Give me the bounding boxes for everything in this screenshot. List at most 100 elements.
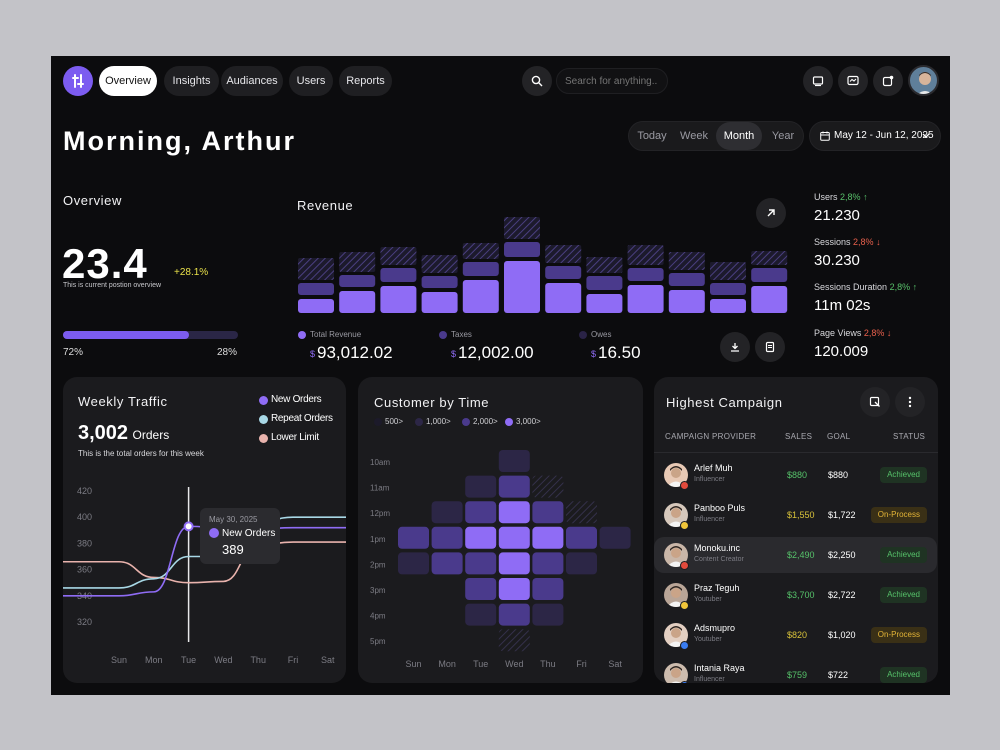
status-badge: On-Process (870, 627, 927, 643)
weekly-traffic-card: Weekly Traffic 3,002 Orders This is the … (63, 377, 346, 683)
y-tick-label: 2pm (370, 560, 386, 569)
campaign-row[interactable]: Adsmupro Youtuber $820 $1,020 On-Process (654, 617, 937, 653)
heatmap-cell (498, 475, 530, 498)
heatmap-cell (498, 526, 530, 549)
monitor-icon[interactable] (803, 66, 833, 96)
heatmap-cell (465, 552, 497, 575)
search-input[interactable] (556, 68, 668, 94)
provider-name: Intania Raya (694, 663, 745, 673)
provider-name: Panboo Puls (694, 503, 746, 513)
range-tab-today[interactable]: Today (637, 130, 667, 142)
status-badge: On-Process (870, 507, 927, 523)
tooltip-label: New Orders (222, 528, 276, 539)
stat-label-row: Page Views 2,8% ↓ (814, 328, 934, 338)
heatmap-cell (498, 450, 530, 472)
range-tab-month[interactable]: Month (716, 122, 762, 150)
user-avatar[interactable] (908, 65, 939, 96)
x-tick-label: Sun (111, 655, 127, 665)
customer-legend-item: 500> (374, 417, 422, 429)
tooltip-dot (209, 528, 219, 538)
weekly-caption: This is the total orders for this week (78, 449, 204, 458)
heatmap-cell (498, 552, 530, 575)
heatmap-cell (566, 501, 597, 524)
arrow-up-right-icon[interactable] (756, 198, 786, 228)
page-title: Morning, Arthur (63, 126, 296, 156)
app-logo[interactable] (63, 66, 93, 96)
campaign-goal: $880 (828, 470, 849, 480)
heatmap-cell (465, 475, 497, 498)
customer-heatmap: 10am 11am 12pm 1pm 2pm 3pm 4pm 5pm Sun Mon Tue Wed T… (370, 450, 631, 669)
stat-label: Users (814, 192, 838, 202)
heatmap-cell (498, 578, 530, 600)
range-tab-year[interactable]: Year (771, 130, 795, 142)
x-tick-label: Fri (576, 659, 587, 669)
date-range-picker[interactable]: May 12 - Jun 12, 2025 (809, 121, 941, 151)
stat-label: Page Views (814, 328, 862, 338)
calendar-icon (820, 131, 830, 141)
heatmap-cell (465, 578, 497, 600)
revenue-bar-owes (339, 252, 376, 272)
status-badge: Achieved (880, 547, 927, 563)
revenue-bar-total (668, 290, 705, 313)
campaign-row[interactable]: Arlef Muh Influencer $880 $880 Achieved (654, 457, 937, 493)
nav-tab-reports[interactable]: Reports (339, 66, 392, 96)
document-icon[interactable] (755, 332, 785, 362)
nav-tab-audiances[interactable]: Audiances (221, 66, 283, 96)
download-icon[interactable] (720, 332, 750, 362)
campaign-row[interactable]: Monoku.inc Content Creator $2,490 $2,250 Ach… (654, 537, 937, 573)
revenue-bar-taxes (668, 273, 705, 286)
campaign-sales: $1,550 (787, 510, 815, 520)
campaign-row[interactable]: Intania Raya Influencer $759 $722 Achieved (654, 657, 937, 683)
revenue-bar-taxes (421, 276, 458, 288)
stat-label-row: Users 2,8% ↑ (814, 192, 934, 202)
campaign-title: Highest Campaign (666, 395, 783, 410)
revenue-bar-owes (421, 255, 458, 273)
notification-icon[interactable] (873, 66, 903, 96)
revenue-bar-total (339, 291, 376, 313)
range-tab-week[interactable]: Week (680, 130, 708, 142)
legend-value: 93,012.02 (317, 343, 393, 362)
highest-campaign-card: Highest Campaign CAMPAIGN PROVIDER SALES… (654, 377, 938, 683)
stat-change: 2,8% (863, 328, 885, 338)
nav-tab-users[interactable]: Users (289, 66, 333, 96)
progress-right-label: 28% (217, 347, 238, 358)
header-sales: SALES (785, 432, 813, 441)
stat-arrow-icon: ↑ (912, 282, 918, 292)
legend-dot (415, 418, 423, 426)
search-icon[interactable] (522, 66, 552, 96)
messages-icon[interactable] (838, 66, 868, 96)
revenue-bar-owes (751, 251, 788, 265)
y-tick-label: 360 (77, 565, 92, 575)
campaign-row[interactable]: Panboo Puls Influencer $1,550 $1,722 On-Proc… (654, 497, 937, 533)
legend-dot (259, 396, 268, 405)
weekly-total-value: 3,002 (78, 422, 129, 444)
search-campaign-icon[interactable] (860, 387, 890, 417)
header-divider (654, 452, 938, 453)
y-tick-label: 3pm (370, 586, 386, 595)
campaign-row[interactable]: Praz Teguh Youtuber $3,700 $2,722 Achieved (654, 577, 937, 613)
stat-arrow-icon: ↓ (886, 328, 892, 338)
revenue-title: Revenue (297, 198, 354, 213)
customer-title: Customer by Time (374, 395, 490, 410)
stat-change: 2,8% (889, 282, 911, 292)
y-tick-label: 12pm (370, 509, 390, 518)
more-options-icon[interactable] (895, 387, 925, 417)
revenue-bar-total (710, 299, 746, 313)
heatmap-cell (532, 603, 564, 626)
x-tick-label: Fri (288, 655, 299, 665)
revenue-legend-item: Taxes $12,002.00 (439, 330, 569, 366)
heatmap-cell (532, 526, 564, 549)
revenue-bar-total (462, 280, 499, 313)
highlight-point[interactable] (183, 521, 194, 532)
nav-tab-insights[interactable]: Insights (164, 66, 219, 96)
status-badge: Achieved (880, 467, 927, 483)
revenue-bar-total (421, 292, 458, 313)
revenue-bar-owes (586, 257, 623, 273)
x-tick-label: Thu (540, 659, 556, 669)
legend-label: Taxes (451, 330, 472, 339)
stat-arrow-icon: ↓ (876, 237, 881, 247)
revenue-bar-taxes (339, 275, 376, 287)
y-tick-label: 400 (77, 512, 92, 522)
nav-tab-overview[interactable]: Overview (99, 66, 157, 96)
heatmap-cell (431, 501, 463, 524)
